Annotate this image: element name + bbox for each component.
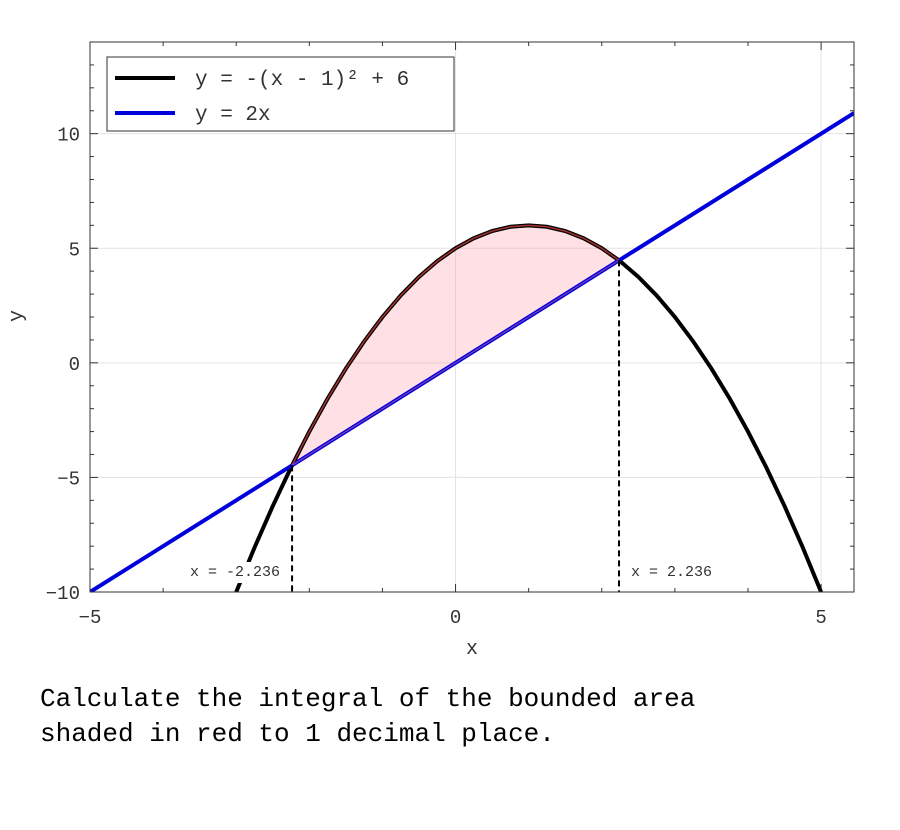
annotation-bg	[187, 562, 284, 583]
shaded-area	[292, 225, 620, 466]
x-tick-label: 5	[815, 607, 826, 629]
x-tick-label: 0	[450, 607, 461, 629]
plot-frame	[89, 41, 855, 593]
plot-area	[90, 111, 854, 592]
question-line: Calculate the integral of the bounded ar…	[40, 684, 695, 714]
question-line: shaded in red to 1 decimal place.	[40, 719, 555, 749]
annotation-label: x = 2.236	[631, 564, 712, 581]
legend-label: y = -(x - 1)² + 6	[195, 69, 409, 92]
y-axis-label: y	[6, 310, 29, 322]
y-tick-label: 0	[69, 354, 80, 376]
annotation-bg	[628, 562, 716, 583]
x-axis-label: x	[466, 638, 478, 661]
annotation-label: x = -2.236	[190, 564, 280, 581]
legend-label: y = 2x	[195, 104, 271, 127]
x-tick-label: −5	[79, 607, 102, 629]
legend-box	[106, 56, 455, 132]
shaded-edge	[291, 224, 620, 466]
y-tick-label: −10	[46, 583, 80, 605]
shaded-edge	[291, 259, 620, 466]
y-tick-label: −5	[57, 468, 80, 490]
y-tick-label: 10	[57, 125, 80, 147]
y-tick-label: 5	[69, 239, 80, 261]
